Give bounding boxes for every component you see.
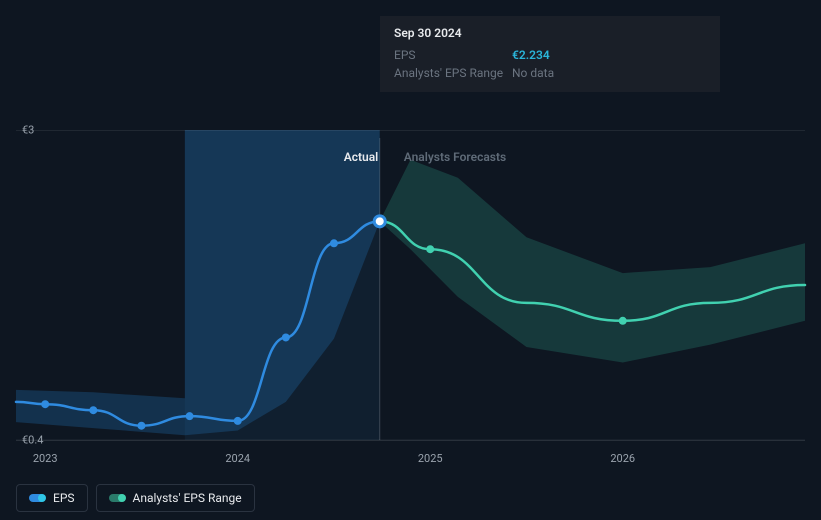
- legend-label: Analysts' EPS Range: [133, 491, 242, 505]
- legend-marker-eps: [29, 494, 45, 502]
- x-axis-label: 2023: [33, 452, 58, 465]
- x-axis-label: 2024: [225, 452, 250, 465]
- tooltip-label: EPS: [394, 46, 512, 64]
- legend-item-range[interactable]: Analysts' EPS Range: [96, 484, 255, 512]
- grid-line: [16, 130, 805, 131]
- y-axis-label: €0.4: [22, 434, 43, 447]
- tooltip-value: €2.234: [512, 46, 550, 64]
- section-label-actual: Actual: [344, 150, 379, 164]
- tooltip-row-range: Analysts' EPS Range No data: [394, 64, 706, 82]
- legend-marker-range: [109, 494, 125, 502]
- tooltip-date: Sep 30 2024: [394, 26, 706, 40]
- tooltip-label: Analysts' EPS Range: [394, 64, 512, 82]
- grid-line: [16, 440, 805, 441]
- legend-item-eps[interactable]: EPS: [16, 484, 88, 512]
- legend: EPS Analysts' EPS Range: [16, 484, 255, 512]
- legend-label: EPS: [53, 491, 75, 505]
- tooltip-row-eps: EPS €2.234: [394, 46, 706, 64]
- chart-tooltip: Sep 30 2024 EPS €2.234 Analysts' EPS Ran…: [380, 16, 720, 92]
- section-label-forecast: Analysts Forecasts: [404, 150, 506, 164]
- y-axis-label: €3: [22, 124, 34, 137]
- tooltip-value: No data: [512, 64, 554, 82]
- x-axis-label: 2025: [418, 452, 443, 465]
- x-axis-label: 2026: [610, 452, 635, 465]
